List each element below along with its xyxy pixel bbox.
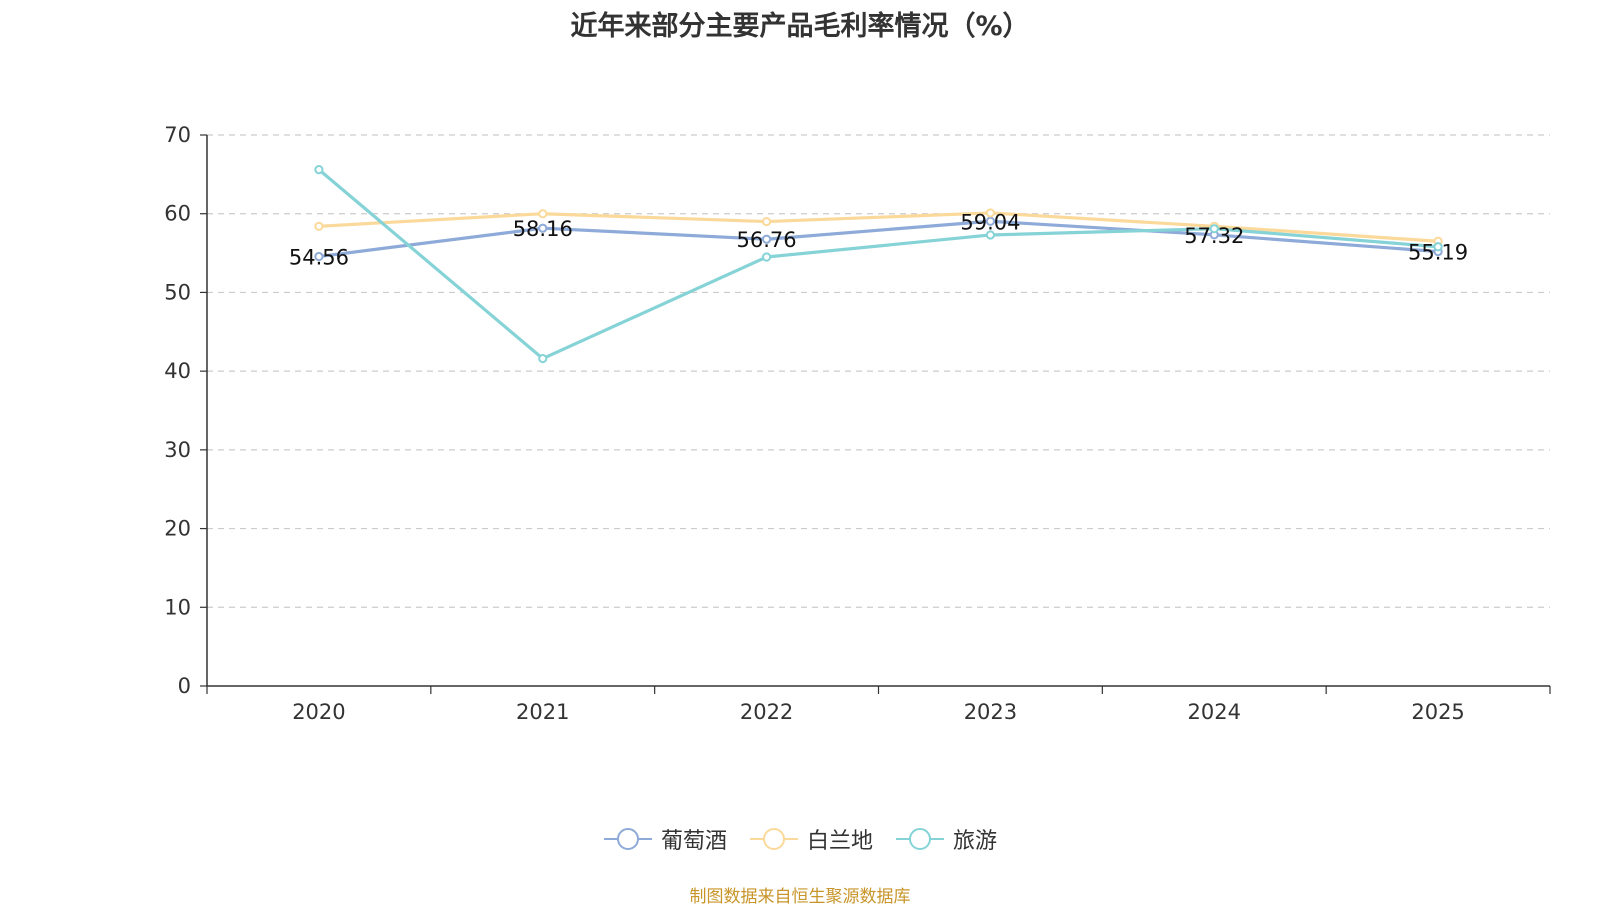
y-tick-label: 30 [164,438,191,462]
legend-item[interactable]: 旅游 [895,823,997,855]
data-point [1209,224,1219,234]
data-point [538,223,548,233]
data-labels: 54.56 58.16 56.76 59.04 57.32 55.19 [289,210,1468,269]
x-tick-label: 2024 [1188,700,1241,724]
series-line [317,168,1439,361]
grid-lines [207,134,1550,608]
data-point [985,216,996,226]
legend-marker-icon [896,828,944,850]
x-tick-label: 2020 [292,700,345,724]
y-tick-label: 10 [164,595,191,619]
legend-marker-icon [749,828,798,850]
x-tick-label: 2023 [964,700,1017,724]
legend-marker-icon [603,828,652,850]
y-tick-label: 60 [164,202,191,226]
data-point [761,252,772,262]
data-label: 55.19 [1408,241,1468,265]
data-point [985,230,996,240]
legend-label: 白兰地 [806,829,873,854]
data-label: 57.32 [1184,224,1244,248]
series-lines [314,165,1443,364]
series-line [318,211,1439,243]
legend-label: 旅游 [953,829,998,854]
legend-circle [616,828,639,850]
data-point [314,221,324,231]
x-tick-label: 2022 [740,700,793,724]
data-point [314,165,324,175]
data-point [1433,242,1443,252]
y-tick-label: 40 [164,359,191,383]
data-point [538,353,548,364]
data-point [985,208,996,218]
chart-title: 近年来部分主要产品毛利率情况（%） [570,11,1030,42]
x-tick-label: 2021 [516,700,569,724]
y-tick-label: 0 [178,674,191,698]
y-tick-label: 70 [164,123,191,147]
source-note: 制图数据来自恒生聚源数据库 [689,887,911,907]
legend: 葡萄酒 白兰地 旅游 [0,823,1600,855]
axes: 0 10 20 30 40 50 60 70 2020 2021 2022 2023 2024 2025 [164,123,1551,724]
legend-circle [762,828,785,850]
x-tick-label: 2025 [1411,700,1464,724]
legend-label: 葡萄酒 [660,829,727,854]
y-tick-label: 50 [164,280,191,304]
legend-circle [909,828,931,850]
data-label: 54.56 [289,246,349,270]
data-point [761,234,772,244]
data-point [314,251,324,262]
legend-item[interactable]: 葡萄酒 [603,823,727,855]
data-point [761,216,772,227]
data-point [538,209,548,219]
y-tick-label: 20 [164,517,191,541]
data-label: 56.76 [737,228,797,252]
data-label: 58.16 [513,217,573,241]
legend-item[interactable]: 白兰地 [749,823,873,855]
data-label: 59.04 [960,210,1020,234]
series-line [318,219,1439,259]
